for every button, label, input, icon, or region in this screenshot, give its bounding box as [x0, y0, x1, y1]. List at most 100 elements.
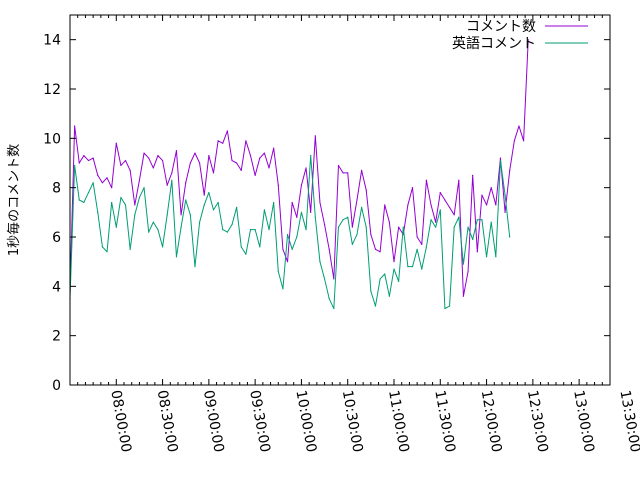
x-tick-label: 12:00:00	[478, 389, 505, 454]
data-point-series-1	[208, 155, 210, 157]
data-point-series-2	[166, 214, 168, 216]
data-point-series-2	[185, 199, 187, 201]
data-point-series-2	[388, 295, 390, 297]
data-point-series-1	[523, 140, 525, 142]
data-point-series-2	[444, 307, 446, 310]
data-point-series-1	[361, 169, 363, 171]
data-point-series-2	[171, 179, 173, 181]
data-point-series-1	[101, 182, 103, 184]
data-point-series-1	[120, 164, 122, 167]
data-point-series-2	[490, 221, 492, 223]
data-point-series-2	[208, 192, 210, 194]
data-point-series-1	[430, 204, 432, 206]
data-point-series-2	[259, 246, 261, 248]
data-point-series-1	[421, 243, 423, 245]
x-axis: 08:00:00 08:30:00 09:00:00 09:30:00 10:00:00…	[77, 15, 640, 454]
data-point-series-1	[342, 172, 344, 174]
data-point-series-2	[379, 278, 381, 280]
data-point-series-1	[106, 177, 108, 179]
data-point-series-1	[333, 278, 335, 280]
data-point-series-2	[203, 204, 205, 206]
data-point-series-2	[337, 226, 340, 228]
data-point-series-2	[481, 219, 483, 221]
data-point-series-2	[467, 226, 469, 228]
data-point-series-1	[481, 194, 483, 196]
data-point-series-1	[305, 167, 307, 169]
data-point-series-2	[310, 155, 312, 157]
data-point-series-2	[328, 298, 330, 300]
data-point-series-2	[106, 251, 108, 253]
data-point-series-2	[124, 204, 127, 206]
data-point-series-1	[509, 169, 511, 171]
data-point-series-1	[83, 155, 85, 157]
data-point-series-2	[138, 196, 141, 199]
data-point-series-1	[263, 152, 265, 154]
data-point-series-2	[439, 209, 441, 211]
data-point-series-1	[199, 162, 201, 164]
data-point-series-2	[319, 261, 321, 263]
data-point-series-1	[240, 169, 242, 171]
data-point-series-1	[347, 172, 349, 174]
data-point-series-2	[416, 248, 418, 250]
legend-label-1: コメント数	[466, 19, 536, 35]
data-point-series-2	[231, 224, 233, 226]
data-point-series-2	[370, 290, 372, 292]
data-point-series-2	[333, 307, 335, 310]
data-point-series-1	[458, 179, 460, 181]
data-point-series-2	[435, 226, 437, 228]
data-point-series-2	[180, 226, 182, 228]
data-point-series-2	[495, 256, 497, 258]
data-point-series-2	[254, 229, 256, 231]
data-point-series-2	[194, 266, 196, 268]
data-point-series-1	[407, 204, 409, 206]
data-point-series-1	[485, 204, 488, 206]
data-point-series-2	[384, 273, 386, 275]
data-point-series-2	[175, 256, 178, 258]
x-tick-label: 13:00:00	[570, 389, 597, 454]
data-point-series-2	[448, 305, 451, 307]
series-line-1	[69, 39, 529, 297]
data-point-series-2	[300, 211, 303, 213]
data-point-series-1	[453, 214, 455, 216]
data-point-series-1	[268, 167, 270, 169]
data-point-series-1	[124, 159, 127, 162]
data-point-series-2	[347, 216, 349, 218]
data-point-series-1	[518, 125, 520, 127]
data-point-series-1	[462, 295, 465, 297]
data-point-series-1	[393, 261, 395, 263]
y-tick-label: 6	[52, 230, 61, 246]
data-point-series-1	[129, 169, 131, 171]
y-tick-label: 0	[52, 378, 61, 394]
data-point-series-2	[411, 266, 414, 268]
data-point-series-1	[226, 130, 228, 132]
data-point-series-2	[509, 236, 511, 238]
data-point-series-1	[513, 140, 515, 142]
data-point-series-1	[384, 204, 386, 206]
data-point-series-1	[212, 172, 215, 174]
data-point-series-2	[398, 280, 400, 282]
data-point-series-1	[296, 216, 298, 218]
data-point-series-1	[152, 167, 154, 169]
data-point-series-2	[365, 226, 367, 228]
data-point-series-2	[120, 196, 122, 199]
x-tick-label: 12:30:00	[524, 389, 551, 454]
data-point-series-2	[476, 219, 478, 221]
data-point-series-1	[490, 187, 492, 189]
y-tick-label: 12	[43, 82, 61, 98]
data-point-series-2	[212, 209, 215, 211]
data-point-series-1	[435, 221, 437, 223]
data-point-series-1	[143, 152, 145, 154]
data-point-series-1	[97, 174, 99, 176]
data-point-series-1	[273, 147, 275, 149]
data-point-series-2	[282, 288, 284, 290]
plot-frame	[69, 14, 611, 386]
data-point-series-1	[379, 251, 381, 253]
data-point-series-1	[328, 248, 330, 250]
data-point-series-1	[161, 159, 164, 162]
data-point-series-1	[472, 174, 474, 176]
data-point-series-2	[499, 159, 502, 162]
data-point-series-2	[249, 229, 252, 231]
data-point-series-1	[476, 251, 478, 253]
data-point-series-1	[166, 184, 168, 186]
